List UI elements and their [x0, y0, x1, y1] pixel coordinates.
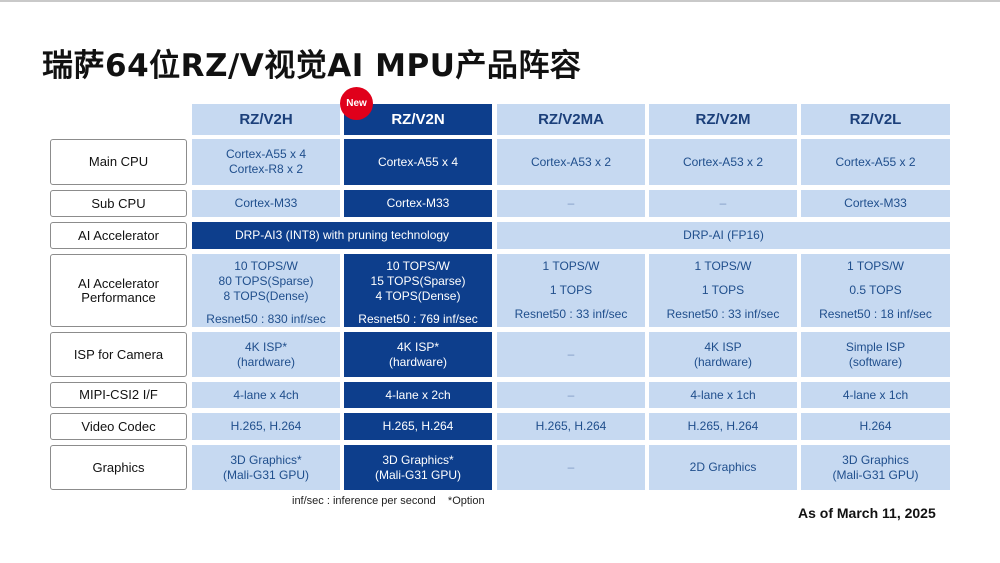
cell-codec-v2m: H.265, H.264	[649, 413, 797, 440]
cell-sub-cpu-v2n: Cortex-M33	[344, 190, 492, 217]
row-label-isp: ISP for Camera	[50, 332, 187, 377]
cell-line: 1 TOPS/W	[542, 259, 600, 273]
cell-line: Resnet50 : 830 inf/sec	[206, 312, 326, 326]
cell-graphics-v2m: 2D Graphics	[649, 445, 797, 490]
cell-sub-cpu-v2h: Cortex-M33	[192, 190, 340, 217]
cell-ai-perf-v2ma: 1 TOPS/W 1 TOPS Resnet50 : 33 inf/sec	[497, 254, 645, 327]
row-label-ai-accelerator: AI Accelerator	[50, 222, 187, 249]
cell-line: Resnet50 : 18 inf/sec	[819, 307, 932, 321]
cell-sub-cpu-v2m: –	[649, 190, 797, 217]
cell-ai-accel-drp-ai: DRP-AI (FP16)	[497, 222, 950, 249]
row-label-line: AI Accelerator	[78, 275, 159, 291]
cell-line: 1 TOPS	[549, 283, 593, 297]
cell-line: 4K ISP*	[244, 339, 288, 354]
page-title: 瑞萨64位RZ/V视觉AI MPU产品阵容	[42, 48, 582, 84]
as-of-date: As of March 11, 2025	[798, 505, 936, 521]
cell-line: Resnet50 : 33 inf/sec	[514, 307, 628, 321]
row-label-video-codec: Video Codec	[50, 413, 187, 440]
cell-main-cpu-v2n: Cortex-A55 x 4	[344, 139, 492, 185]
cell-line: 3D Graphics*	[230, 452, 302, 467]
cell-line: 1 TOPS/W	[847, 259, 904, 273]
new-badge: New	[340, 87, 373, 120]
cell-isp-v2n: 4K ISP* (hardware)	[344, 332, 492, 377]
cell-graphics-v2h: 3D Graphics* (Mali-G31 GPU)	[192, 445, 340, 490]
col-header-rz-v2m: RZ/V2M	[649, 104, 797, 135]
cell-line: (hardware)	[236, 354, 296, 369]
cell-line: 15 TOPS(Sparse)	[370, 274, 466, 288]
cell-line: 4K ISP*	[396, 339, 440, 354]
cell-line: 8 TOPS(Dense)	[223, 289, 309, 303]
cell-line: Cortex-A55 x 4	[225, 147, 307, 161]
cell-line: Simple ISP	[845, 339, 906, 354]
cell-line: 3D Graphics*	[382, 452, 454, 467]
cell-line: (Mali-G31 GPU)	[832, 467, 919, 482]
cell-mipi-v2h: 4-lane x 4ch	[192, 382, 340, 408]
cell-line: 1 TOPS/W	[694, 259, 752, 273]
cell-isp-v2ma: –	[497, 332, 645, 377]
cell-codec-v2ma: H.265, H.264	[497, 413, 645, 440]
cell-codec-v2n: H.265, H.264	[344, 413, 492, 440]
cell-main-cpu-v2l: Cortex-A55 x 2	[801, 139, 950, 185]
cell-ai-perf-v2m: 1 TOPS/W 1 TOPS Resnet50 : 33 inf/sec	[649, 254, 797, 327]
row-label-ai-performance: AI Accelerator Performance	[50, 254, 187, 327]
cell-graphics-v2ma: –	[497, 445, 645, 490]
cell-line: 0.5 TOPS	[849, 283, 902, 297]
cell-mipi-v2ma: –	[497, 382, 645, 408]
cell-line: Resnet50 : 33 inf/sec	[666, 307, 780, 321]
cell-mipi-v2m: 4-lane x 1ch	[649, 382, 797, 408]
cell-isp-v2m: 4K ISP (hardware)	[649, 332, 797, 377]
cell-sub-cpu-v2l: Cortex-M33	[801, 190, 950, 217]
cell-ai-perf-v2n: 10 TOPS/W 15 TOPS(Sparse) 4 TOPS(Dense) …	[344, 254, 492, 327]
cell-codec-v2l: H.264	[801, 413, 950, 440]
col-header-rz-v2ma: RZ/V2MA	[497, 104, 645, 135]
row-label-graphics: Graphics	[50, 445, 187, 490]
cell-isp-v2l: Simple ISP (software)	[801, 332, 950, 377]
cell-line: 4 TOPS(Dense)	[375, 289, 461, 303]
col-header-rz-v2l: RZ/V2L	[801, 104, 950, 135]
cell-line: 4K ISP	[704, 339, 742, 354]
cell-codec-v2h: H.265, H.264	[192, 413, 340, 440]
cell-graphics-v2n: 3D Graphics* (Mali-G31 GPU)	[344, 445, 492, 490]
cell-sub-cpu-v2ma: –	[497, 190, 645, 217]
cell-line: (software)	[848, 354, 903, 369]
col-header-rz-v2h: RZ/V2H	[192, 104, 340, 135]
row-label-line: Performance	[81, 289, 156, 305]
cell-ai-perf-v2h: 10 TOPS/W 80 TOPS(Sparse) 8 TOPS(Dense) …	[192, 254, 340, 327]
row-label-main-cpu: Main CPU	[50, 139, 187, 185]
cell-main-cpu-v2m: Cortex-A53 x 2	[649, 139, 797, 185]
cell-mipi-v2l: 4-lane x 1ch	[801, 382, 950, 408]
cell-line: 10 TOPS/W	[386, 259, 450, 273]
cell-ai-perf-v2l: 1 TOPS/W 0.5 TOPS Resnet50 : 18 inf/sec	[801, 254, 950, 327]
cell-line: 10 TOPS/W	[234, 259, 298, 273]
cell-line: Resnet50 : 769 inf/sec	[358, 312, 478, 326]
cell-ai-accel-drp-ai3: DRP-AI3 (INT8) with pruning technology	[192, 222, 492, 249]
cell-main-cpu-v2ma: Cortex-A53 x 2	[497, 139, 645, 185]
cell-line: 3D Graphics	[842, 452, 909, 467]
cell-line: (Mali-G31 GPU)	[222, 467, 309, 482]
row-label-sub-cpu: Sub CPU	[50, 190, 187, 217]
cell-isp-v2h: 4K ISP* (hardware)	[192, 332, 340, 377]
row-label-mipi: MIPI-CSI2 I/F	[50, 382, 187, 408]
cell-mipi-v2n: 4-lane x 2ch	[344, 382, 492, 408]
footnote: inf/sec : inference per second *Option	[292, 495, 485, 507]
cell-line: 1 TOPS	[701, 283, 745, 297]
cell-line: (hardware)	[693, 354, 753, 369]
cell-main-cpu-v2h: Cortex-A55 x 4 Cortex-R8 x 2	[192, 139, 340, 185]
cell-line: 80 TOPS(Sparse)	[218, 274, 314, 288]
cell-line: (Mali-G31 GPU)	[374, 467, 461, 482]
cell-line: (hardware)	[388, 354, 448, 369]
top-divider	[0, 0, 1000, 2]
cell-graphics-v2l: 3D Graphics (Mali-G31 GPU)	[801, 445, 950, 490]
cell-line: Cortex-R8 x 2	[228, 162, 304, 176]
